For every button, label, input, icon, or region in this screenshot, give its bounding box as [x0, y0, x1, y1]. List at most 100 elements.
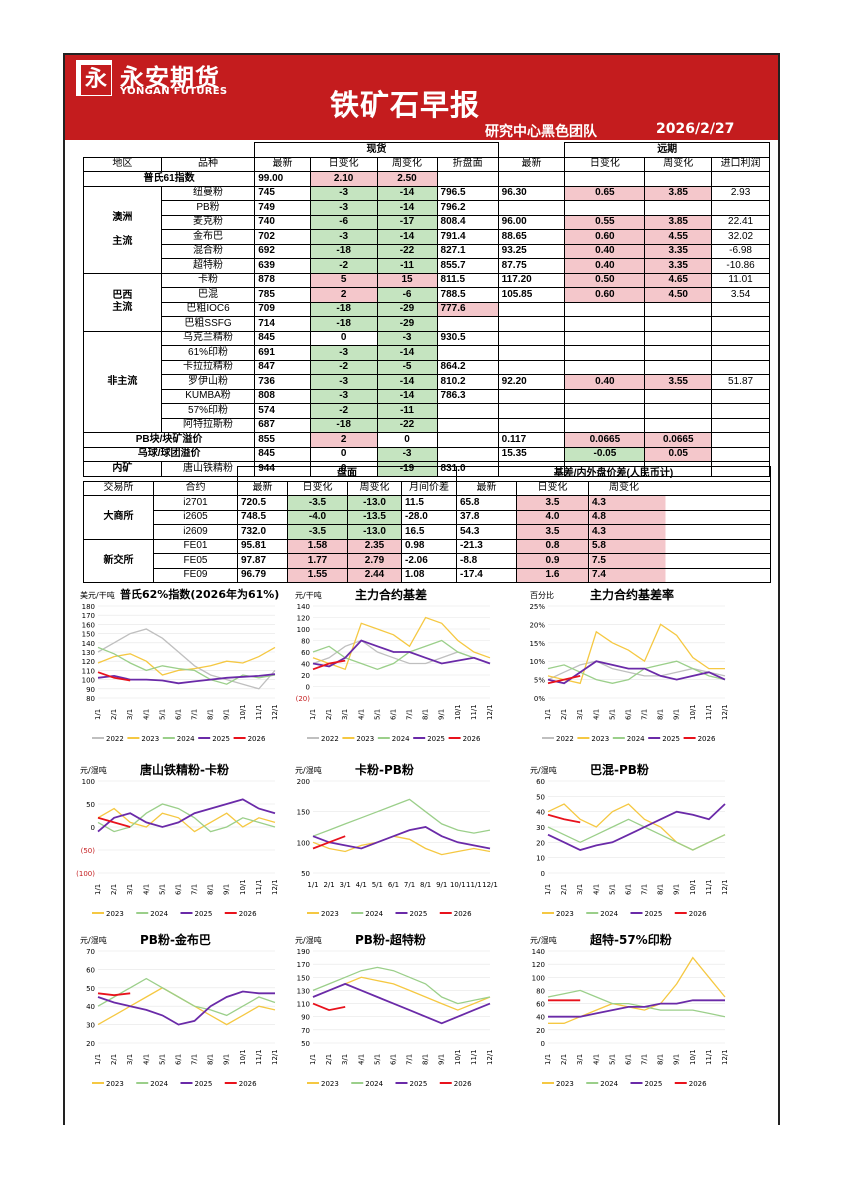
y-tick-label: 40 [301, 661, 310, 669]
column-header: 最新 [237, 480, 288, 496]
table-row: 巴粗IOC6 709 -18 -29 777.6 [84, 301, 770, 317]
table-cell: 105.85 [497, 287, 566, 303]
table-cell [711, 301, 770, 317]
chart-svg: 140 120 100 80 60 40 20 0 1/1 2/1 3/1 4/1 5/1 6/1 7/1 8… [532, 948, 729, 1088]
table-cell: 808 [254, 388, 311, 404]
x-tick-label: 9/1 [436, 881, 447, 889]
table-cell: 87.75 [497, 258, 566, 274]
series-line-2024 [312, 639, 491, 670]
table-cell: -2 [309, 403, 378, 419]
x-tick-label: 10/1 [689, 704, 697, 720]
x-tick-label: 3/1 [576, 884, 584, 895]
chart-unit-label: 美元/干吨 [80, 591, 115, 600]
y-tick-label: 40 [536, 809, 545, 817]
chart-title: 巴混-PB粉 [590, 763, 649, 777]
legend-label: 2025 [195, 910, 213, 918]
product-name: 唐山铁精粉 [160, 461, 256, 477]
table-row: 57%印粉 574 -2 -11 [84, 403, 770, 419]
table-cell: 93.25 [497, 243, 566, 259]
y-tick-label: 190 [297, 948, 310, 956]
column-header: 周变化 [587, 480, 772, 496]
table-cell: -22 [376, 417, 438, 433]
table-cell: 1.58 [287, 538, 348, 554]
series-line-2025 [547, 660, 726, 685]
table-cell: 2.44 [347, 567, 402, 583]
table-cell: 3.35 [644, 258, 713, 274]
y-tick-label: 25% [529, 603, 545, 611]
x-tick-label: 9/1 [223, 884, 231, 895]
series-line-2024 [547, 660, 726, 684]
x-tick-label: 12/1 [486, 1049, 494, 1065]
table-cell: 736 [254, 374, 311, 390]
table-cell: 99.00 [254, 171, 311, 187]
x-tick-label: 2/1 [325, 1054, 333, 1065]
x-tick-label: 3/1 [126, 884, 134, 895]
y-tick-label: 60 [536, 1001, 545, 1009]
table-cell: 811.5 [436, 272, 499, 288]
y-tick-label: 100 [297, 626, 310, 634]
x-tick-label: 3/1 [126, 1054, 134, 1065]
legend-label: 2025 [195, 1080, 213, 1088]
x-tick-label: 10/1 [239, 1049, 247, 1065]
product-name: 61%印粉 [160, 345, 256, 361]
legend-label: 2024 [365, 910, 383, 918]
chart-0: 美元/干吨 普氏62%指数(2026年为61%) 180 170 160 150 140 13… [70, 588, 285, 750]
table-cell: 3.85 [644, 214, 713, 230]
table-cell: 16.5 [401, 524, 457, 540]
x-tick-label: 7/1 [641, 884, 649, 895]
table-cell: 714 [254, 316, 311, 332]
legend-label: 2024 [627, 735, 645, 743]
table-row: 乌球/球团溢价 845 0 -3 15.35 -0.05 0.05 [82, 446, 770, 462]
x-tick-label: 5/1 [158, 709, 166, 720]
y-tick-label: 120 [297, 615, 310, 623]
table-cell: -28.0 [401, 509, 457, 525]
chart-5: 元/湿吨 巴混-PB粉 60 50 40 30 20 10 0 1/1 2/1 3/1 4/1 5/1 6/… [520, 763, 735, 925]
table-cell: 855.7 [436, 258, 499, 274]
chart-4: 元/湿吨 卡粉-PB粉 200 150 100 50 1/1 2/1 3/1 4/1 5/1 6/1 7… [285, 763, 500, 925]
table-cell [644, 200, 713, 216]
table-cell: 65.8 [456, 495, 517, 511]
table-cell: 845 [254, 446, 311, 462]
table-cell: 0.98 [401, 538, 457, 554]
table-cell: 3.5 [516, 524, 589, 540]
table-cell: 11.01 [711, 272, 770, 288]
table-cell: 827.1 [436, 243, 499, 259]
legend-label: 2026 [463, 735, 481, 743]
table-cell: 785 [254, 287, 311, 303]
x-tick-label: 11/1 [470, 704, 478, 720]
x-tick-label: 5/1 [158, 1054, 166, 1065]
y-tick-label: 100 [82, 677, 95, 685]
x-tick-label: 10/1 [454, 1049, 462, 1065]
x-tick-label: 9/1 [438, 1054, 446, 1065]
table-cell: 54.3 [456, 524, 517, 540]
table-cell: 864.2 [436, 359, 499, 375]
x-tick-label: 1/1 [94, 1054, 102, 1065]
table-cell: 2.79 [347, 553, 402, 569]
y-tick-label: 15% [529, 640, 545, 648]
table-cell [711, 316, 770, 332]
table-cell: 0.60 [564, 287, 646, 303]
series-line-2024 [547, 818, 726, 851]
y-tick-label: 0% [534, 695, 545, 703]
table-cell: -22 [376, 243, 438, 259]
table-row: PB粉 749 -3 -14 796.2 [84, 200, 770, 216]
table-cell: -10.86 [711, 258, 770, 274]
table-cell [564, 330, 646, 346]
logo-cn-text: 永安期货 [120, 64, 220, 92]
x-tick-label: 3/1 [576, 1054, 584, 1065]
x-tick-label: 12/1 [721, 704, 729, 720]
chart-title: 主力合约基差 [355, 588, 428, 602]
y-tick-label: 90 [301, 1014, 310, 1022]
x-tick-label: 11/1 [255, 879, 263, 895]
series-line-2026 [547, 813, 581, 824]
y-tick-label: 20 [536, 839, 545, 847]
y-tick-label: 170 [297, 961, 310, 969]
x-tick-label: 3/1 [340, 881, 351, 889]
table-cell [564, 200, 646, 216]
product-name: 卡拉拉精粉 [160, 359, 256, 375]
series-line-2024 [97, 977, 276, 1017]
table-cell: 7.4 [587, 567, 772, 583]
table-cell: -17 [376, 214, 438, 230]
product-name: KUMBA粉 [160, 388, 256, 404]
